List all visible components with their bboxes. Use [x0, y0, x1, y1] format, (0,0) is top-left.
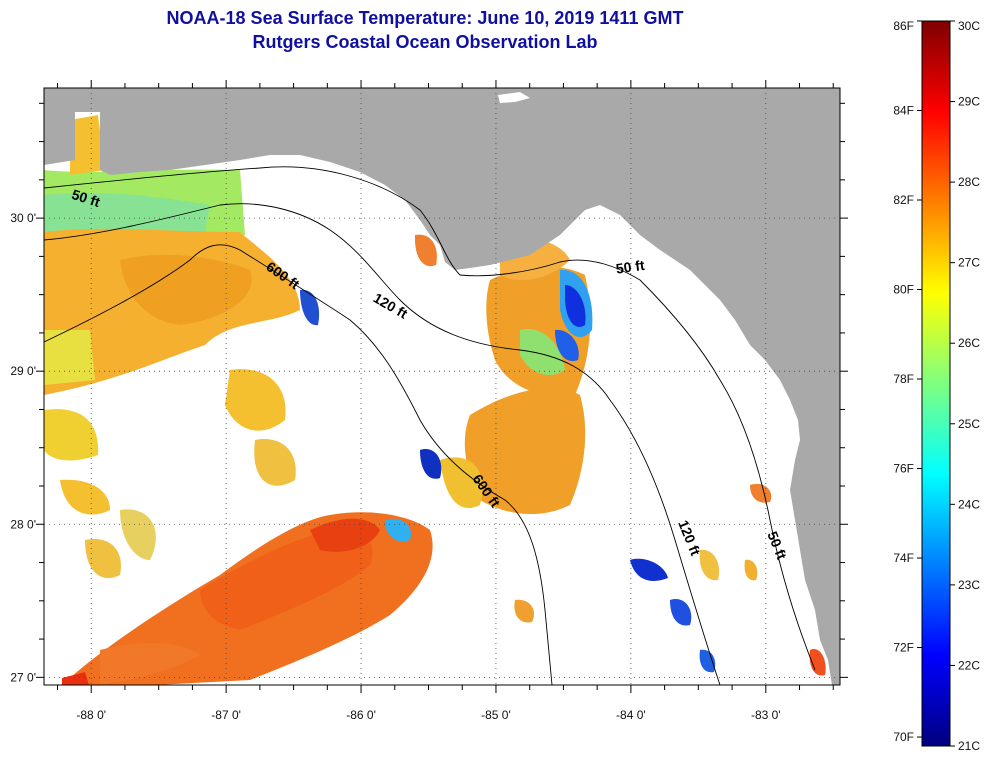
- lon-tick-label: -85 0': [481, 708, 511, 722]
- colorbar-c-label: 27C: [958, 256, 980, 270]
- lon-tick-label: -83 0': [751, 708, 781, 722]
- colorbar-f-label: 76F: [893, 462, 914, 476]
- lon-tick-label: -84 0': [616, 708, 646, 722]
- lat-tick-label: 29 0': [10, 364, 36, 378]
- land-mass: [44, 88, 840, 685]
- colorbar-c-label: 28C: [958, 175, 980, 189]
- map-title: NOAA-18 Sea Surface Temperature: June 10…: [166, 8, 684, 28]
- colorbar-c-label: 30C: [958, 19, 980, 33]
- lon-tick-label: -86 0': [346, 708, 376, 722]
- isobaths: [44, 166, 816, 685]
- map-subtitle: Rutgers Coastal Ocean Observation Lab: [252, 32, 598, 52]
- colorbar-f-label: 86F: [893, 19, 914, 33]
- lat-tick-label: 30 0': [10, 211, 36, 225]
- colorbar-c-label: 23C: [958, 578, 980, 592]
- colorbar-c-label: 29C: [958, 95, 980, 109]
- map-frame: [43, 87, 841, 686]
- colorbar: [921, 20, 951, 747]
- colorbar-f-label: 82F: [893, 193, 914, 207]
- colorbar-ticks: 30C 29C 28C 27C 26C 25C 24C 23C 22C 21C 86F 84F 82F 8…: [893, 19, 980, 753]
- lat-tick-label: 28 0': [10, 517, 36, 531]
- colorbar-f-label: 72F: [893, 641, 914, 655]
- colorbar-c-label: 25C: [958, 417, 980, 431]
- colorbar-c-label: 24C: [958, 497, 980, 511]
- axis-ticks: -88 0' -87 0' -86 0' -85 0' -84 0' -83 0' 30 0…: [10, 80, 848, 722]
- colorbar-f-label: 80F: [893, 283, 914, 297]
- sst-field: [44, 115, 826, 685]
- lon-tick-label: -88 0': [76, 708, 106, 722]
- colorbar-c-label: 26C: [958, 336, 980, 350]
- colorbar-c-label: 21C: [958, 739, 980, 753]
- lon-tick-label: -87 0': [211, 708, 241, 722]
- isobath-label: 50 ft: [615, 257, 646, 277]
- colorbar-f-label: 78F: [893, 372, 914, 386]
- lat-tick-label: 27 0': [10, 670, 36, 684]
- colorbar-f-label: 74F: [893, 551, 914, 565]
- colorbar-f-label: 84F: [893, 104, 914, 118]
- colorbar-c-label: 22C: [958, 658, 980, 672]
- colorbar-f-label: 70F: [893, 730, 914, 744]
